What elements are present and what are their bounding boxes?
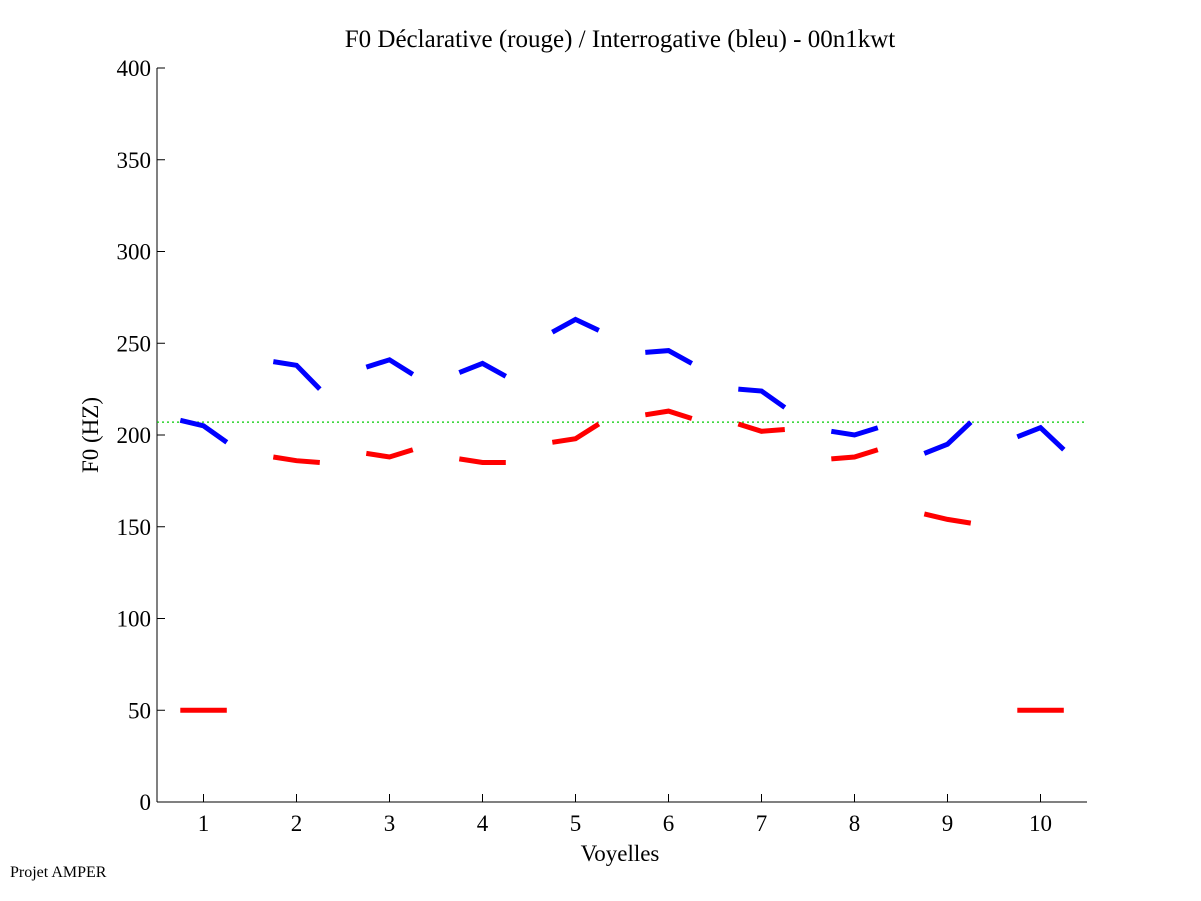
x-axis-label: Voyelles (581, 841, 660, 866)
declarative-segment-3 (365, 447, 414, 460)
interrogative-segment-9 (923, 420, 973, 456)
x-tick-label: 7 (756, 811, 768, 836)
declarative-segment-9 (923, 511, 972, 526)
interrogative-segment-2 (272, 359, 322, 391)
footer-label: Projet AMPER (10, 864, 107, 881)
x-tick-label: 1 (198, 811, 210, 836)
x-tick-label: 6 (663, 811, 675, 836)
y-tick-label: 0 (140, 790, 152, 815)
declarative-segment-5 (551, 421, 601, 445)
x-tick-label: 5 (570, 811, 582, 836)
x-tick-label: 4 (477, 811, 489, 836)
interrogative-segment-1 (179, 417, 229, 445)
x-tick-label: 9 (942, 811, 954, 836)
interrogative-segment-5 (551, 316, 600, 335)
x-tick-label: 2 (291, 811, 303, 836)
declarative-segment-7 (737, 421, 785, 434)
declarative-segment-6 (644, 408, 693, 421)
y-axis-label: F0 (HZ) (78, 397, 103, 473)
y-tick-label: 150 (117, 515, 152, 540)
y-tick-label: 100 (117, 607, 152, 632)
x-tick-label: 10 (1029, 811, 1052, 836)
chart-title: F0 Déclarative (rouge) / Interrogative (… (345, 26, 896, 53)
declarative-segment-8 (831, 447, 879, 462)
interrogative-segment-4 (458, 360, 508, 379)
y-tick-label: 400 (117, 56, 152, 81)
y-tick-label: 50 (128, 698, 151, 723)
y-tick-label: 250 (117, 331, 152, 356)
interrogative-segment-8 (830, 425, 879, 438)
declarative-segment-2 (272, 454, 320, 465)
y-tick-label: 350 (117, 148, 152, 173)
interrogative-segment-10 (1016, 424, 1066, 452)
y-tick-label: 300 (117, 240, 152, 265)
axes: 0 50 100 150 200 250 300 350 400 1 2 3 4 5 6 7 8 9 10 (117, 56, 1087, 836)
y-tick-label: 200 (117, 423, 152, 448)
declarative-segment-4 (458, 456, 506, 465)
interrogative-segment-3 (365, 357, 415, 377)
series-layer (179, 316, 1066, 713)
x-tick-label: 8 (849, 811, 861, 836)
interrogative-segment-6 (645, 348, 694, 366)
interrogative-segment-7 (738, 386, 787, 410)
x-tick-label: 3 (384, 811, 396, 836)
